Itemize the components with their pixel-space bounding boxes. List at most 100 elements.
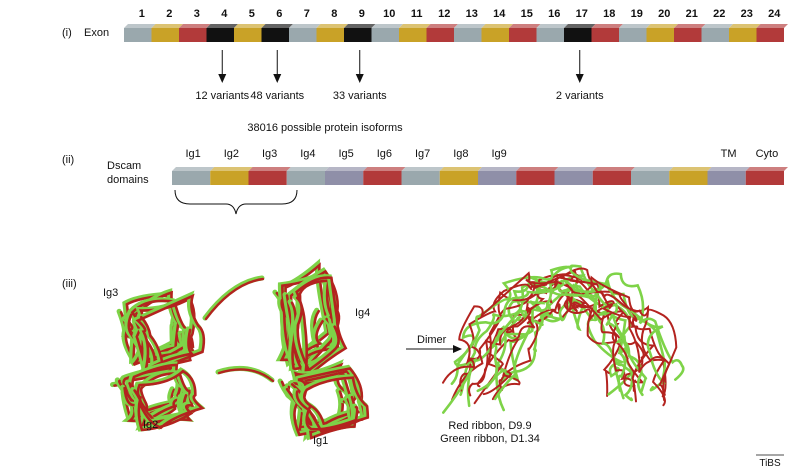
dimer-label: Dimer [417,334,447,346]
variant-label-exon-9: 33 variants [333,90,387,102]
domain-label-ig8: Ig8 [453,148,468,160]
exon-number-5: 5 [249,8,255,20]
exon-20-block [646,24,678,42]
dimer-ribbon-structure [442,264,685,414]
isoforms-caption: 38016 possible protein isoforms [247,122,403,134]
exon-number-3: 3 [194,8,200,20]
monomer-linker-red [204,277,275,383]
domain-label-ig2: Ig2 [224,148,239,160]
panel-ii-marker: (ii) [62,154,74,166]
exon-3-block [179,24,211,42]
exon-number-18: 18 [603,8,615,20]
ig3-label: Ig3 [103,287,118,299]
exon-6-block [261,24,293,42]
exon-15-block [509,24,541,42]
legend-red-ribbon: Red ribbon, D9.9 [448,420,531,432]
exon-number-17: 17 [576,8,588,20]
legend-green-ribbon: Green ribbon, D1.34 [440,433,540,445]
domain-block-5 [325,167,368,185]
domain-block-2 [210,167,253,185]
domain-block-9 [478,167,521,185]
exon-14-block [481,24,513,42]
domain-labels: Ig1 Ig2 Ig3 Ig4 Ig5 Ig6 Ig7 Ig8 Ig9 TM Cyto [185,148,778,160]
exon-number-14: 14 [493,8,506,20]
exon-8-block [316,24,348,42]
exon-13-block [454,24,486,42]
exon-number-15: 15 [521,8,533,20]
domain-label-ig1: Ig1 [185,148,200,160]
exon-number-8: 8 [331,8,337,20]
domain-block-13 [631,167,674,185]
dimer-green-strand [466,264,648,408]
exon-1-block [124,24,156,42]
domain-label-cyto: Cyto [756,148,779,160]
domain-label-tm: TM [721,148,737,160]
domain-label-ig6: Ig6 [377,148,392,160]
ig1-label: Ig1 [313,435,328,447]
exon-10-block [371,24,403,42]
exon-number-20: 20 [658,8,670,20]
monomer-ig2-red-strand [133,369,206,432]
ig1-ig4-brace [174,189,298,215]
domain-block-12 [592,167,635,185]
exon-number-19: 19 [631,8,643,20]
exon-11-block [399,24,431,42]
ig4-label: Ig4 [355,307,370,319]
domain-bar [172,167,788,185]
domain-block-15 [707,167,750,185]
exon-number-6: 6 [276,8,282,20]
domain-block-6 [363,167,406,185]
domain-label-ig5: Ig5 [338,148,353,160]
monomer-ig3-green-strand [131,290,205,376]
panel-i-marker: (i) [62,27,72,39]
domain-block-7 [401,167,444,185]
exon-19-block [619,24,651,42]
exon-24-block [756,24,788,42]
exon-number-11: 11 [411,8,423,20]
monomer-ig4-red-strand [295,276,348,376]
exon-number-12: 12 [438,8,450,20]
exon-number-13: 13 [466,8,478,20]
domain-block-3 [248,167,291,185]
exon-number-16: 16 [548,8,560,20]
exon-numbers: 1 2 3 4 5 6 7 8 9 10 11 12 13 14 15 16 17 18 19 20 21 22 23 24 [139,8,782,20]
dimer-red-strand [451,267,671,402]
exon-7-block [289,24,321,42]
domain-block-14 [669,167,712,185]
variant-label-exon-17: 2 variants [556,90,604,102]
panel-iii-marker: (iii) [62,278,77,290]
variant-arrow-exon-9: 33 variants [333,50,387,102]
domain-block-8 [439,167,482,185]
dimer-green-strand [450,279,666,385]
monomer-linker-green [202,275,275,383]
exon-22-block [701,24,733,42]
domain-label-ig7: Ig7 [415,148,430,160]
dscam-label-line1: Dscam [107,160,141,172]
dimer-green-strand [459,278,667,396]
variant-arrow-exon-17: 2 variants [556,50,604,102]
dimer-arrow [406,345,462,353]
domain-block-1 [172,167,215,185]
exon-4-block [206,24,238,42]
exon-12-block [426,24,458,42]
variant-label-exon-4: 12 variants [195,90,249,102]
exon-number-2: 2 [166,8,172,20]
monomer-ig1-red-strand [290,367,366,440]
exon-17-block [564,24,596,42]
exon-number-4: 4 [221,8,228,20]
exon-23-block [729,24,761,42]
exon-18-block [591,24,623,42]
exon-number-9: 9 [359,8,365,20]
domain-label-ig9: Ig9 [491,148,506,160]
domain-label-ig3: Ig3 [262,148,277,160]
exon-row-label: Exon [84,27,109,39]
exon-number-23: 23 [741,8,753,20]
dimer-red-strand [442,271,678,396]
variant-arrow-exon-6: 48 variants [250,50,305,102]
exon-number-21: 21 [686,8,698,20]
exon-bar [124,24,788,42]
journal-credit: TiBS [759,458,781,469]
ig2-label: Ig2 [143,419,158,431]
exon-5-block [234,24,266,42]
